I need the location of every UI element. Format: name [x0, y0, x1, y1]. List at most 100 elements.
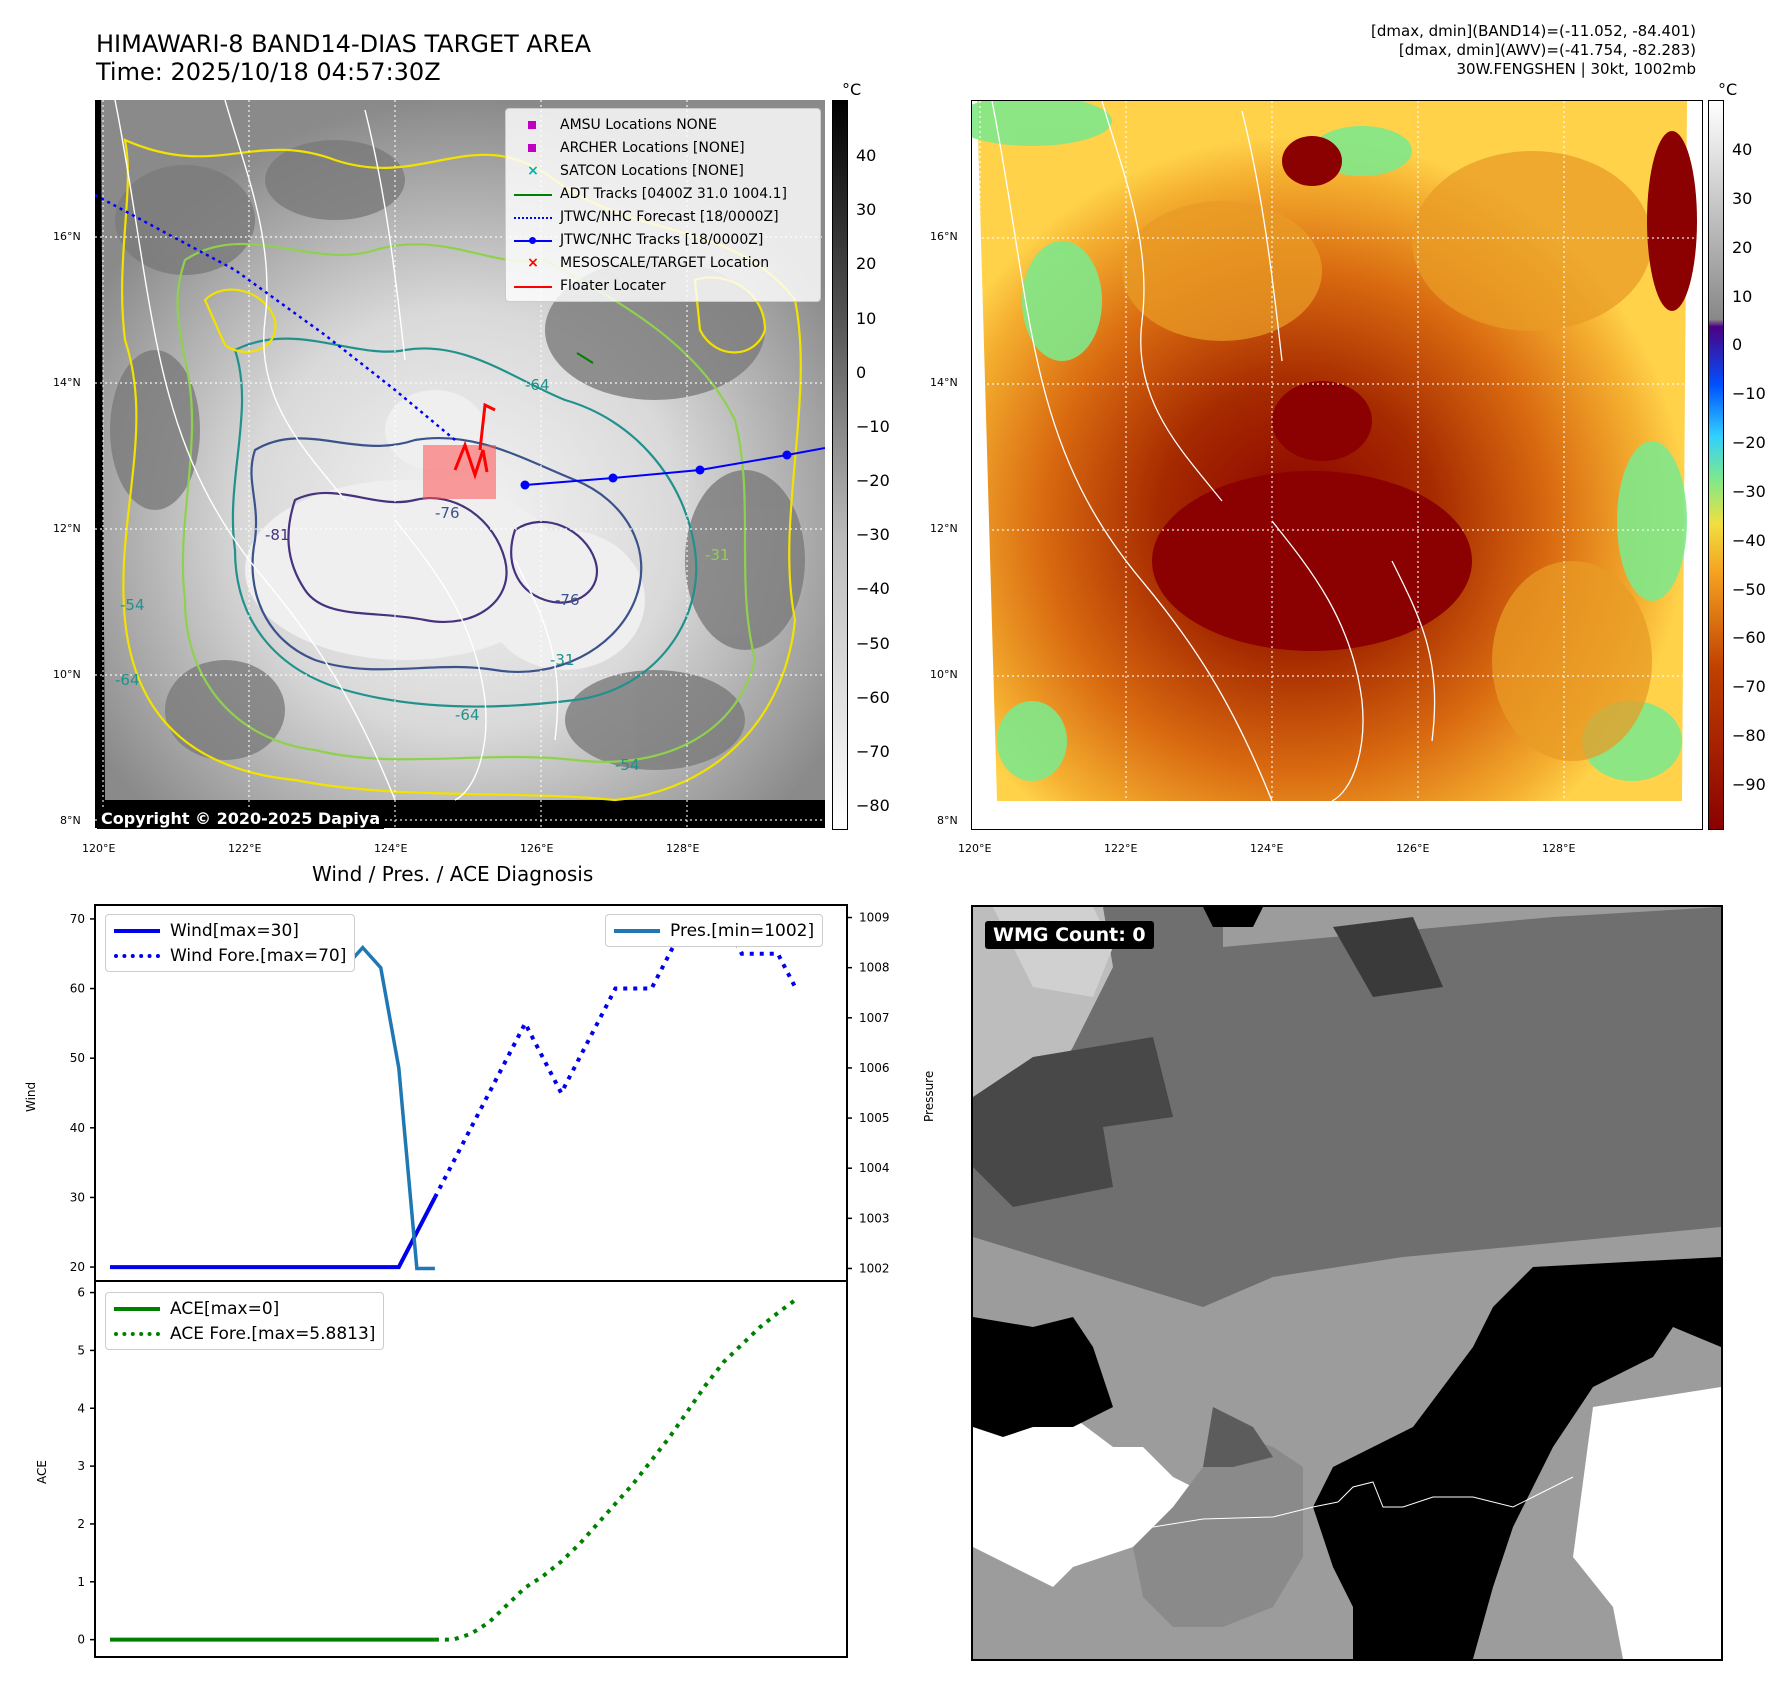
lon-tick: 126°E	[1396, 842, 1430, 855]
band14-color-image	[952, 96, 1702, 829]
lon-tick: 122°E	[228, 842, 262, 855]
info-line-2: [dmax, dmin](AWV)=(-41.754, -82.283)	[1398, 41, 1696, 59]
contour-label: -54	[615, 756, 640, 774]
colorbar-unit: °C	[1718, 80, 1738, 99]
forecast-series-line	[434, 1297, 798, 1642]
contour-label: -81	[265, 526, 290, 544]
colorbar-tick: −10	[1732, 384, 1766, 404]
pressure-tick-label: 1004	[859, 1161, 890, 1175]
colorbar-tick: −20	[856, 471, 890, 490]
contour-label: -64	[525, 376, 550, 394]
legend-item-floater: Floater Locater	[514, 274, 812, 297]
y-tick-label: 6	[77, 1286, 85, 1300]
lon-tick: 128°E	[1542, 842, 1576, 855]
wmg-image	[973, 907, 1721, 1659]
map-legend: AMSU Locations NONE ARCHER Locations [NO…	[505, 108, 821, 302]
floater-locater	[453, 440, 489, 480]
legend-item-amsu: AMSU Locations NONE	[514, 113, 812, 136]
colorbar-tick: 40	[1732, 140, 1753, 159]
info-line-1: [dmax, dmin](BAND14)=(-11.052, -84.401)	[1371, 22, 1696, 40]
contour-label: -31	[705, 546, 730, 564]
lon-tick: 122°E	[1104, 842, 1138, 855]
time-subtitle: Time: 2025/10/18 04:57:30Z	[96, 58, 441, 86]
y-tick-label: 5	[77, 1343, 85, 1357]
colorbar-tick: −60	[856, 687, 890, 707]
colorbar-tick: −70	[856, 741, 890, 761]
plot-frame	[94, 1280, 848, 1658]
wmg-count-badge: WMG Count: 0	[985, 921, 1154, 949]
wind-legend: Wind[max=30] Wind Fore.[max=70]	[105, 914, 356, 972]
colorbar-tick: −30	[856, 525, 890, 545]
left-satellite-map: -31 -54 -64 -76 -81 -64 -76 -54 -31 -64 …	[94, 99, 826, 829]
legend-item-target: × MESOSCALE/TARGET Location	[527, 254, 770, 271]
pressure-legend: Pres.[min=1002]	[605, 914, 824, 947]
colorbar-tick: −80	[1732, 726, 1766, 746]
y-tick-label: 3	[77, 1459, 85, 1473]
colorbar-tick: −70	[1732, 677, 1766, 697]
page-title: HIMAWARI-8 BAND14-DIAS TARGET AREA	[96, 30, 592, 58]
colorbar-unit: °C	[842, 80, 862, 99]
contour-label: -76	[435, 504, 460, 522]
legend-item-forecast: JTWC/NHC Forecast [18/0000Z]	[514, 205, 812, 228]
lat-tick: 12°N	[53, 522, 81, 535]
pressure-tick-label: 1003	[859, 1211, 890, 1225]
lon-tick: 124°E	[374, 842, 408, 855]
forecast-track	[94, 193, 456, 441]
lat-tick: 8°N	[60, 814, 81, 827]
lat-tick: 14°N	[53, 376, 81, 389]
lat-tick: 10°N	[930, 668, 958, 681]
lon-tick: 126°E	[520, 842, 554, 855]
info-line-3: 30W.FENGSHEN | 30kt, 1002mb	[1456, 60, 1696, 78]
colorbar-tick: 0	[1732, 335, 1743, 355]
y-tick-label: 4	[77, 1401, 85, 1415]
colorbar-tick: 20	[1732, 237, 1753, 257]
colorbar-tick: 10	[1732, 286, 1753, 306]
legend-item-tracks: JTWC/NHC Tracks [18/0000Z]	[514, 228, 812, 251]
lon-tick: 120°E	[958, 842, 992, 855]
contour-label: -64	[455, 706, 480, 724]
contour-label: -54	[120, 596, 145, 614]
pressure-tick-label: 1008	[859, 961, 890, 975]
series-line	[110, 1196, 437, 1270]
colorbar-tick: 40	[856, 146, 877, 165]
adt-track	[576, 352, 594, 364]
legend-item-archer: ARCHER Locations [NONE]	[514, 136, 812, 159]
contour-label: -31	[550, 651, 575, 669]
lat-tick: 16°N	[53, 230, 81, 243]
copyright: Copyright © 2020-2025 Dapiya	[97, 808, 385, 829]
pressure-tick-label: 1006	[859, 1061, 890, 1075]
lon-tick: 128°E	[666, 842, 700, 855]
legend-item-adt: ADT Tracks [0400Z 31.0 1004.1]	[514, 182, 812, 205]
lat-tick: 10°N	[53, 668, 81, 681]
legend-item-satcon: × SATCON Locations [NONE]	[527, 162, 744, 179]
grayscale-colorbar	[832, 100, 848, 830]
colorbar-tick: −10	[856, 416, 890, 436]
y-tick-label: 0	[77, 1633, 85, 1647]
contour-label: -64	[115, 671, 140, 689]
colorbar-tick: −40	[856, 579, 890, 599]
colorbar-tick: −80	[856, 796, 890, 815]
color-colorbar	[1708, 100, 1724, 830]
colorbar-tick: −40	[1732, 530, 1766, 550]
colorbar-tick: −90	[1732, 775, 1766, 794]
right-colored-map	[952, 96, 1703, 830]
colorbar-tick: −20	[1732, 433, 1766, 453]
pressure-tick-label: 1005	[859, 1111, 890, 1125]
y-tick-label: 40	[70, 1121, 85, 1135]
contour-label: -76	[555, 591, 580, 609]
pressure-tick-label: 1002	[859, 1261, 890, 1275]
y-tick-label: 70	[70, 912, 85, 926]
lat-tick: 14°N	[930, 376, 958, 389]
colorbar-tick: −30	[1732, 481, 1766, 501]
y-tick-label: 60	[70, 982, 85, 996]
lat-tick: 8°N	[937, 814, 958, 827]
wmg-panel: WMG Count: 0	[971, 905, 1723, 1661]
colorbar-tick: 30	[1732, 188, 1753, 208]
diagnosis-title: Wind / Pres. / ACE Diagnosis	[312, 862, 594, 886]
y-tick-label: 20	[70, 1260, 85, 1274]
colorbar-tick: −50	[856, 633, 890, 653]
y-tick-label: 50	[70, 1051, 85, 1065]
ace-legend: ACE[max=0] ACE Fore.[max=5.8813]	[105, 1292, 385, 1350]
colorbar-tick: 20	[856, 254, 877, 274]
